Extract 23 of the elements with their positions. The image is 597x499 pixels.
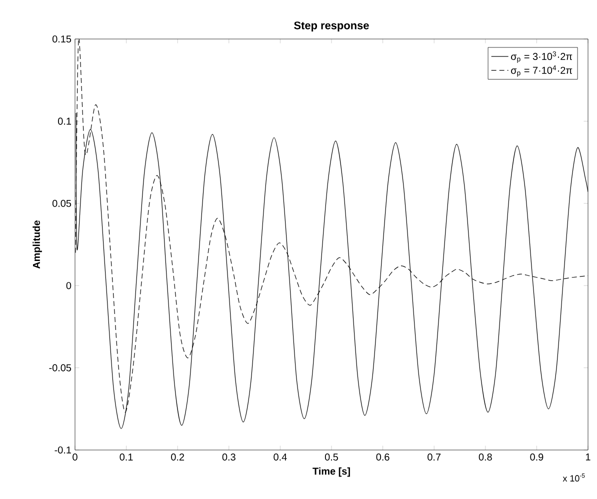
x-tick-label: 0.2 xyxy=(171,454,184,461)
y-tick-label: 0.05 xyxy=(52,200,72,207)
text: x 10$^{-5}$ xyxy=(562,474,585,482)
y-tick-label: -0.1 xyxy=(54,446,71,454)
y-tick-label: 0 xyxy=(66,282,72,290)
y-tick-label: 0.15 xyxy=(52,35,72,43)
y-tick-label: 0.1 xyxy=(58,118,71,125)
x-tick-label: 0.6 xyxy=(376,454,390,461)
x-tick-label: 0.1 xyxy=(120,454,133,461)
x-tick-label: 0.3 xyxy=(222,454,236,461)
x-tick-label: 0 xyxy=(72,454,78,461)
chart-title: Step response xyxy=(294,22,369,32)
x-tick-label: 1 xyxy=(586,454,590,460)
legend-label: σ$_{p}$ = 3·10$^{3}$·2π xyxy=(511,51,572,63)
x-tick-label: 0.9 xyxy=(530,454,544,461)
x-tick-label: 0.5 xyxy=(324,454,338,461)
x-axis-title: Time [s] xyxy=(312,467,350,477)
y-axis-title: Amplitude xyxy=(32,220,42,269)
x-tick-label: 0.8 xyxy=(478,454,492,461)
x-tick-label: 0.4 xyxy=(274,454,287,461)
legend-label: σ$_{p}$ = 7·10$^{4}$·2π xyxy=(511,65,572,77)
x-tick-label: 0.7 xyxy=(428,454,441,461)
y-tick-label: -0.05 xyxy=(49,364,72,372)
